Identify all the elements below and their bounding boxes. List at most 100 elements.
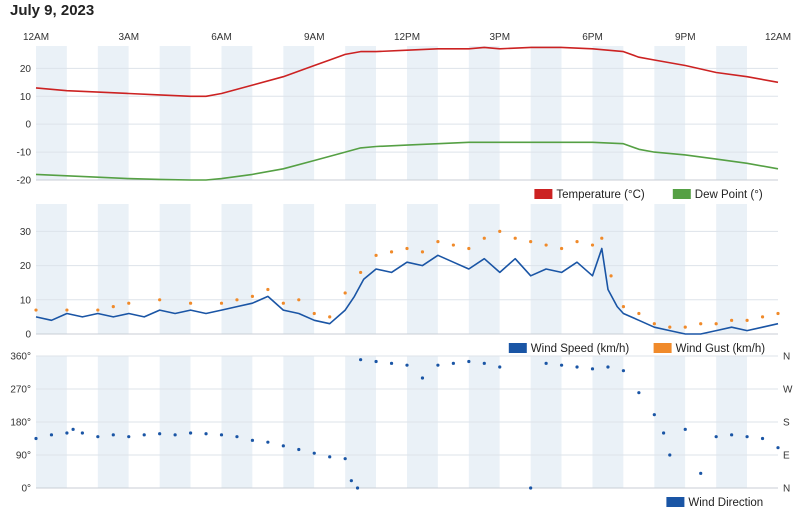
y-tick-label: -10: [17, 148, 32, 159]
hour-band: [221, 204, 253, 334]
wind-direction-point: [158, 432, 162, 436]
wind-direction-point: [142, 433, 146, 437]
wind-gust-km-h-point: [544, 243, 548, 247]
wind-gust-km-h-point: [250, 294, 255, 298]
wind-direction-point: [235, 435, 239, 439]
time-axis-label: 3AM: [118, 32, 139, 43]
wind-gust-km-h-point: [668, 325, 672, 329]
wind-gust-km-h-point: [699, 322, 703, 326]
wind-speed-km-h-line: [35, 247, 779, 335]
hour-band: [283, 46, 315, 180]
y-right-tick-label: N: [783, 352, 790, 363]
wind-direction-point: [652, 413, 656, 417]
wind-direction-point: [451, 361, 455, 365]
legend: Dew Point (°) Temperature (°C): [534, 189, 763, 201]
wind-direction-point: [668, 453, 672, 457]
hour-band: [36, 46, 67, 180]
y-tick-label: 270°: [10, 385, 31, 396]
time-axis-label: 12AM: [765, 32, 791, 43]
y-tick-label: 0: [25, 120, 31, 131]
hour-band: [437, 204, 469, 334]
wind-gust-km-h-point: [683, 325, 687, 329]
wind-direction-point: [49, 433, 54, 437]
wind-gust-km-h-point: [482, 236, 486, 240]
wind-direction-point: [389, 361, 394, 365]
hour-band: [499, 46, 531, 180]
legend-swatch: [534, 189, 553, 199]
hour-band: [654, 46, 686, 180]
wind-gust-km-h-point: [498, 229, 502, 233]
wind-gust-km-h-point: [96, 308, 100, 312]
legend-label: Wind Gust (km/h): [676, 343, 766, 355]
hour-band: [592, 204, 624, 334]
time-axis-label: 12AM: [23, 32, 49, 43]
hour-band: [747, 46, 778, 180]
y-tick-label: 10: [20, 92, 32, 103]
wind-direction-point: [188, 431, 193, 435]
wind-gust-km-h-point: [219, 301, 224, 305]
wind-gust-km-h-point: [374, 253, 378, 257]
wind-gust-km-h-point: [637, 311, 641, 316]
wind-direction-point: [699, 471, 703, 475]
wind-direction-point: [359, 358, 363, 362]
time-axis-label: 3PM: [489, 32, 510, 43]
y-tick-label: 360°: [10, 352, 31, 363]
dew-point-line: [35, 141, 779, 181]
wind-gust-km-h-point: [467, 246, 471, 251]
wind-gust-km-h-point: [436, 240, 440, 244]
wind-direction-point: [590, 367, 595, 371]
hour-band: [376, 204, 407, 334]
wind-direction-point: [662, 431, 666, 435]
hour-band: [407, 46, 438, 180]
hour-band: [314, 204, 346, 334]
time-axis-label: 6PM: [582, 32, 603, 43]
wind-direction-point: [436, 363, 440, 367]
hour-band: [252, 204, 284, 334]
hour-band: [623, 46, 655, 180]
wind-gust-km-h-point: [266, 287, 270, 292]
hour-band: [190, 46, 222, 180]
y-tick-label: 0: [25, 330, 31, 341]
wind-direction-point: [714, 435, 718, 439]
hour-band: [159, 204, 191, 334]
legend-swatch: [666, 497, 685, 507]
wind-direction-point: [498, 365, 502, 369]
hour-band: [128, 46, 160, 180]
y-tick-label: 10: [20, 295, 32, 306]
wind-direction-point: [606, 365, 610, 369]
wind-direction-point: [34, 436, 38, 441]
wind-direction-point: [730, 433, 734, 437]
legend-swatch: [653, 343, 672, 353]
wind-gust-km-h-point: [343, 291, 347, 295]
hour-band: [283, 204, 315, 334]
wind-gust-km-h-point: [235, 298, 239, 302]
wind-direction-point: [420, 376, 425, 380]
wind-direction-point: [683, 427, 687, 431]
y-tick-label: -20: [17, 176, 32, 187]
wind-gust-km-h-point: [714, 322, 718, 326]
hour-band: [97, 46, 129, 180]
wind-gust-km-h-point: [730, 318, 734, 322]
wind-direction-point: [204, 432, 208, 436]
wind-direction-point: [760, 436, 765, 441]
hour-band: [530, 46, 562, 180]
wind-gust-km-h-point: [745, 318, 749, 322]
wind-direction-point: [250, 438, 255, 442]
hour-band: [716, 204, 748, 334]
wind-gust-km-h-point: [281, 301, 285, 305]
legend-label: Wind Speed (km/h): [531, 343, 630, 355]
wind-gust-km-h-point: [359, 270, 363, 275]
y-tick-label: 30: [20, 227, 32, 238]
wind-direction-point: [374, 359, 378, 364]
wind-direction-point: [219, 433, 224, 437]
y-tick-label: 20: [20, 64, 32, 75]
wind-gust-km-h-point: [776, 311, 780, 316]
legend-label: Wind Direction: [688, 497, 763, 509]
time-axis: 12AM 3AM 6AM 9AM 12PM 3PM 6PM 9PM 12AM: [23, 32, 791, 43]
hour-band: [345, 204, 377, 334]
wind-gust-km-h-point: [575, 240, 579, 244]
hour-band: [561, 46, 593, 180]
hour-band: [221, 46, 253, 180]
y-tick-label: 0°: [21, 484, 31, 495]
